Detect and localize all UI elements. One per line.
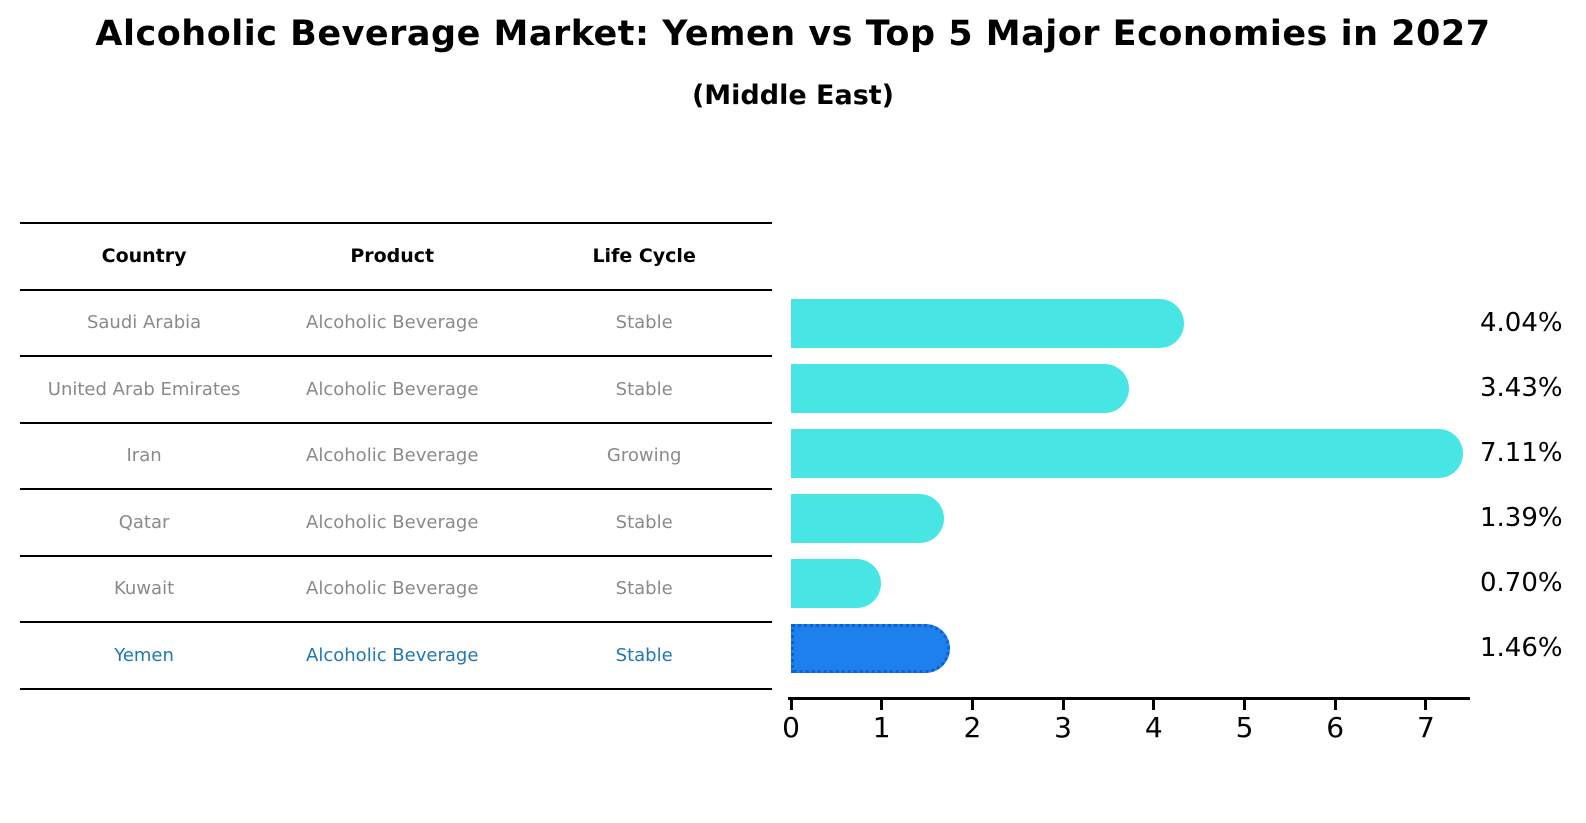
x-tick-label: 7 (1416, 711, 1435, 744)
x-tick-label: 0 (782, 711, 800, 744)
table-cell: Yemen (114, 644, 174, 666)
table-cell: Alcoholic Beverage (306, 445, 479, 467)
bar-highlight-yemen (791, 623, 951, 673)
table-cell: Alcoholic Beverage (306, 578, 479, 600)
bar-iran (791, 428, 1463, 478)
table-header-product: Product (350, 245, 435, 268)
x-tick-mark (880, 700, 884, 710)
table-cell: Kuwait (114, 578, 175, 600)
table-row: Saudi Arabia Alcoholic Beverage Stable (20, 291, 772, 357)
x-tick-mark (1243, 700, 1246, 710)
country-table: Country Product Life Cycle Saudi Arabia Alc… (20, 222, 772, 690)
x-tick-label: 6 (1326, 711, 1345, 744)
table-row: Iran Alcoholic Beverage Growing (20, 424, 772, 490)
table-cell: Iran (126, 445, 162, 467)
bar-value-label: 1.46% (1480, 633, 1563, 663)
bar-value-label: 3.43% (1480, 373, 1563, 403)
x-tick-mark (1333, 700, 1337, 710)
bar-united-arab-emirates (791, 363, 1130, 413)
x-tick-label: 5 (1235, 711, 1254, 744)
bar-value-label: 7.11% (1480, 438, 1563, 468)
table-row: United Arab Emirates Alcoholic Beverage St… (20, 357, 772, 424)
table-cell: Stable (615, 578, 673, 600)
table-header-row: Country Product Life Cycle (20, 224, 772, 291)
bar-qatar (791, 493, 945, 543)
table-cell: Growing (606, 445, 682, 467)
table-cell: Stable (615, 644, 673, 666)
table-row: Qatar Alcoholic Beverage Stable (20, 490, 772, 557)
table-cell: Alcoholic Beverage (306, 378, 479, 400)
table-row: Yemen Alcoholic Beverage Stable (20, 623, 772, 690)
bar-value-label: 4.04% (1480, 308, 1563, 338)
x-tick-mark (1424, 700, 1428, 710)
x-tick-label: 4 (1144, 711, 1163, 744)
x-tick-mark (970, 700, 974, 710)
table-cell: Stable (615, 378, 673, 400)
table-cell: United Arab Emirates (47, 378, 241, 400)
x-axis-line (788, 697, 1470, 700)
x-tick-mark (1061, 700, 1065, 710)
table-cell: Qatar (118, 511, 170, 533)
table-cell: Alcoholic Beverage (306, 312, 479, 334)
chart-title: Alcoholic Beverage Market: Yemen vs Top … (95, 14, 1491, 54)
table-cell: Stable (615, 312, 673, 334)
x-tick-label: 2 (963, 711, 982, 744)
table-cell: Alcoholic Beverage (306, 511, 479, 533)
table-cell: Alcoholic Beverage (306, 644, 479, 666)
table-header-life-cycle: Life Cycle (592, 245, 696, 268)
x-tick-mark (789, 700, 793, 710)
x-tick-label: 3 (1054, 711, 1072, 744)
chart-subtitle: (Middle East) (691, 80, 895, 111)
table-header-country: Country (101, 245, 187, 268)
table-row: Kuwait Alcoholic Beverage Stable (20, 557, 772, 623)
bar-saudi-arabia (791, 298, 1185, 348)
x-tick-mark (1152, 700, 1156, 710)
table-body: Saudi Arabia Alcoholic Beverage Stable Unit… (20, 291, 772, 690)
table-cell: Saudi Arabia (86, 312, 202, 334)
bar-kuwait (791, 558, 882, 608)
x-tick-label: 1 (872, 711, 891, 744)
bar-value-label: 0.70% (1480, 568, 1563, 598)
table-cell: Stable (615, 511, 673, 533)
bar-value-label: 1.39% (1480, 503, 1563, 533)
